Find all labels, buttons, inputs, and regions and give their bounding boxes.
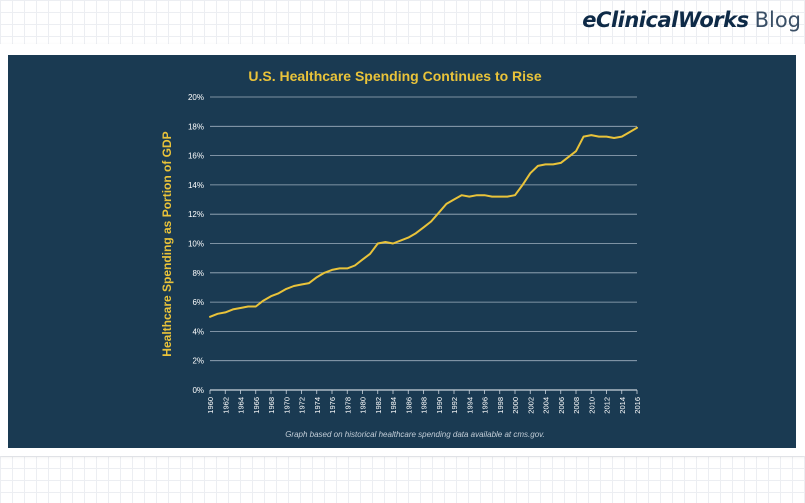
x-tick-label: 1994 bbox=[465, 397, 474, 414]
x-tick-label: 1984 bbox=[389, 397, 398, 414]
brand-suffix: Blog bbox=[754, 8, 801, 32]
y-tick-label: 14% bbox=[188, 181, 204, 190]
brand-logo: eClinicalWorks Blog bbox=[582, 8, 801, 38]
x-tick-label: 1988 bbox=[420, 397, 429, 414]
x-tick-label: 2006 bbox=[557, 397, 566, 414]
chart-title: U.S. Healthcare Spending Continues to Ri… bbox=[248, 68, 541, 84]
y-tick-label: 6% bbox=[192, 298, 204, 307]
x-tick-label: 1980 bbox=[359, 397, 368, 414]
brand-name: eClinicalWorks bbox=[582, 8, 749, 32]
x-tick-label: 1964 bbox=[237, 397, 246, 414]
x-tick-label: 1990 bbox=[435, 397, 444, 414]
x-tick-label: 1966 bbox=[252, 397, 261, 414]
x-tick-label: 1982 bbox=[374, 397, 383, 414]
x-tick-label: 2000 bbox=[511, 397, 520, 414]
y-tick-label: 4% bbox=[192, 327, 204, 336]
x-tick-label: 1970 bbox=[282, 397, 291, 414]
x-tick-label: 1976 bbox=[328, 397, 337, 414]
chart-footnote: Graph based on historical healthcare spe… bbox=[285, 430, 545, 439]
x-tick-label: 2008 bbox=[572, 397, 581, 414]
y-tick-label: 0% bbox=[192, 386, 204, 395]
x-tick-label: 1968 bbox=[267, 397, 276, 414]
x-tick-label: 2002 bbox=[526, 397, 535, 414]
x-tick-label: 1962 bbox=[221, 397, 230, 414]
y-tick-label: 8% bbox=[192, 269, 204, 278]
y-tick-label: 18% bbox=[188, 122, 204, 131]
x-tick-label: 1998 bbox=[496, 397, 505, 414]
x-tick-label: 1974 bbox=[313, 397, 322, 414]
series-line bbox=[209, 126, 638, 318]
y-tick-label: 20% bbox=[188, 93, 204, 102]
y-tick-label: 2% bbox=[192, 357, 204, 366]
y-tick-label: 10% bbox=[188, 240, 204, 249]
line-chart: U.S. Healthcare Spending Continues to Ri… bbox=[160, 68, 642, 439]
x-tick-label: 1972 bbox=[298, 397, 307, 414]
y-axis-label: Healthcare Spending as Portion of GDP bbox=[160, 131, 174, 356]
x-tick-label: 1960 bbox=[206, 397, 215, 414]
x-tick-label: 2004 bbox=[542, 397, 551, 414]
x-tick-label: 1978 bbox=[343, 397, 352, 414]
x-tick-label: 1992 bbox=[450, 397, 459, 414]
x-tick-label: 2012 bbox=[603, 397, 612, 414]
chart-panel: U.S. Healthcare Spending Continues to Ri… bbox=[8, 55, 796, 448]
x-tick-label: 2014 bbox=[618, 397, 627, 414]
x-tick-label: 1986 bbox=[404, 397, 413, 414]
y-tick-label: 16% bbox=[188, 152, 204, 161]
x-tick-label: 2010 bbox=[587, 397, 596, 414]
x-tick-label: 1996 bbox=[481, 397, 490, 414]
y-tick-label: 12% bbox=[188, 210, 204, 219]
x-tick-label: 2016 bbox=[633, 397, 642, 414]
